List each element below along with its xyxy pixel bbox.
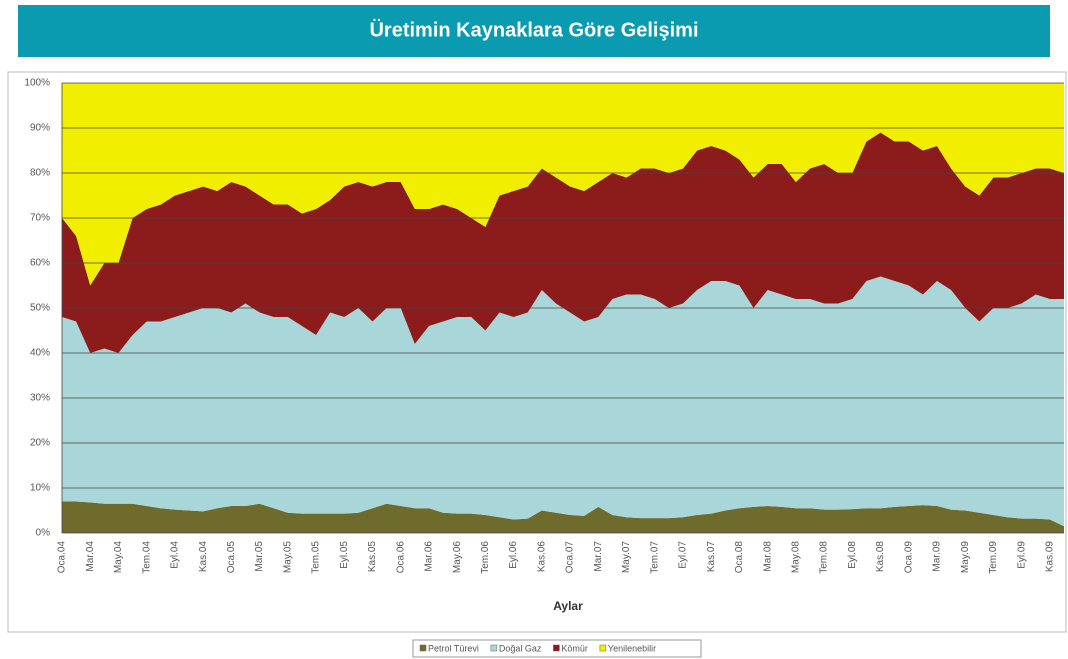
- x-tick-label: Tem.07: [649, 541, 660, 574]
- areas: [62, 83, 1064, 533]
- x-tick-label: Kas.09: [1045, 541, 1056, 573]
- x-axis-label: Aylar: [553, 599, 583, 613]
- x-tick-label: Oca.06: [395, 541, 406, 574]
- x-tick-label: Mar.09: [932, 541, 943, 572]
- x-tick-label: Tem.04: [141, 541, 152, 574]
- x-tick-label: May.07: [621, 541, 632, 573]
- x-tick-label: Tem.09: [988, 541, 999, 574]
- legend-label: Doğal Gaz: [499, 643, 542, 653]
- y-tick-label: 80%: [30, 168, 50, 179]
- x-tick-label: Kas.05: [367, 541, 378, 573]
- legend-label: Kömür: [561, 643, 588, 653]
- chart-title: Üretimin Kaynaklara Göre Gelişimi: [369, 18, 698, 41]
- x-tick-label: May.06: [452, 541, 463, 573]
- x-tick-label: Eyl.09: [1016, 541, 1027, 569]
- legend-label: Yenilenebilir: [608, 643, 656, 653]
- x-tick-label: May.09: [960, 541, 971, 573]
- y-tick-label: 60%: [30, 258, 50, 269]
- x-tick-label: Oca.07: [565, 541, 576, 574]
- x-tick-label: Mar.05: [254, 541, 265, 572]
- x-tick-label: Tem.05: [311, 541, 322, 574]
- x-tick-label: Mar.08: [762, 541, 773, 572]
- legend-swatch: [553, 644, 560, 652]
- x-tick-label: May.05: [282, 541, 293, 573]
- y-tick-label: 20%: [30, 438, 50, 449]
- grid: 0% 10% 20% 30% 40% 50% 60% 70% 80% 90% 100% Oca.04 M…: [24, 78, 1064, 574]
- x-tick-label: May.08: [790, 541, 801, 573]
- x-tick-label: Oca.04: [57, 541, 68, 574]
- legend-swatch: [490, 644, 498, 652]
- x-tick-label: Tem.08: [819, 541, 830, 574]
- x-tick-label: Mar.06: [424, 541, 435, 572]
- x-tick-label: Mar.04: [85, 541, 96, 572]
- x-tick-label: Eyl.04: [170, 541, 181, 569]
- area: [62, 132, 1064, 353]
- x-tick-label: Oca.09: [903, 541, 914, 574]
- legend-swatch: [419, 644, 427, 652]
- y-tick-label: 50%: [30, 303, 50, 314]
- y-tick-label: 90%: [30, 123, 50, 134]
- x-tick-label: Mar.07: [593, 541, 604, 572]
- legend-label: Petrol Türevi: [428, 643, 479, 653]
- area: [62, 501, 1064, 533]
- chart-frame: [7, 71, 1067, 633]
- y-tick-label: 10%: [30, 483, 50, 494]
- title-bar: [18, 5, 1050, 57]
- x-tick-label: Kas.04: [198, 541, 209, 573]
- x-tick-label: May.04: [113, 541, 124, 573]
- y-tick-label: 70%: [30, 213, 50, 224]
- legend-swatch: [599, 644, 607, 652]
- y-tick-label: 40%: [30, 348, 50, 359]
- x-tick-label: Kas.06: [536, 541, 547, 573]
- x-tick-label: Kas.07: [706, 541, 717, 573]
- x-tick-label: Eyl.05: [339, 541, 350, 569]
- x-tick-label: Oca.08: [734, 541, 745, 574]
- y-tick-label: 0%: [36, 528, 51, 539]
- x-tick-label: Eyl.06: [508, 541, 519, 569]
- x-tick-label: Tem.06: [480, 541, 491, 574]
- x-tick-label: Eyl.08: [847, 541, 858, 569]
- x-tick-label: Kas.08: [875, 541, 886, 573]
- x-tick-label: Eyl.07: [678, 541, 689, 569]
- area: [62, 276, 1064, 527]
- y-tick-label: 30%: [30, 393, 50, 404]
- area: [62, 83, 1064, 286]
- legend: Petrol Türevi Doğal Gaz Kömür Yenilenebilir: [419, 643, 656, 653]
- y-tick-label: 100%: [24, 78, 50, 89]
- x-tick-label: Oca.05: [226, 541, 237, 574]
